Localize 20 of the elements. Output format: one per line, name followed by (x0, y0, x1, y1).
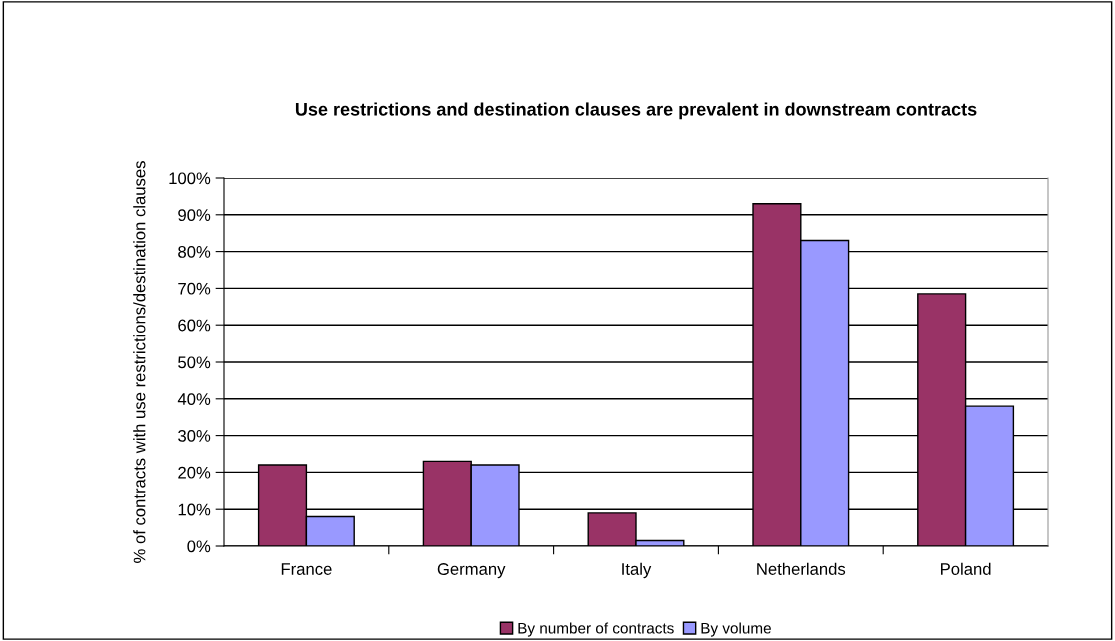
chart-title: Use restrictions and destination clauses are prevalent in downstream contracts (295, 102, 977, 120)
y-tick-label: 40% (177, 393, 211, 405)
legend-label: By volume (701, 622, 771, 637)
x-tick-label: France (281, 563, 332, 575)
y-tick-label: 20% (178, 466, 211, 479)
y-tick-label: 50% (178, 356, 211, 369)
y-tick-label: 60% (178, 319, 211, 332)
y-tick-label: 70% (178, 282, 211, 295)
y-axis-title: % of contracts with use restrictions/destination clauses (133, 161, 146, 563)
x-tick-label: Italy (622, 562, 652, 579)
y-tick-label: 80% (178, 246, 211, 258)
x-tick-label: Poland (941, 562, 991, 575)
y-tick-label: 90% (178, 209, 211, 221)
y-tick-label: 100% (169, 172, 211, 185)
y-tick-label: 30% (178, 430, 211, 442)
y-tick-label: 10% (178, 503, 211, 516)
y-tick-label: 0% (187, 540, 211, 553)
x-tick-label: Netherlands (757, 562, 846, 575)
legend-label: By number of contracts (518, 622, 674, 637)
x-tick-label: Germany (437, 563, 506, 579)
